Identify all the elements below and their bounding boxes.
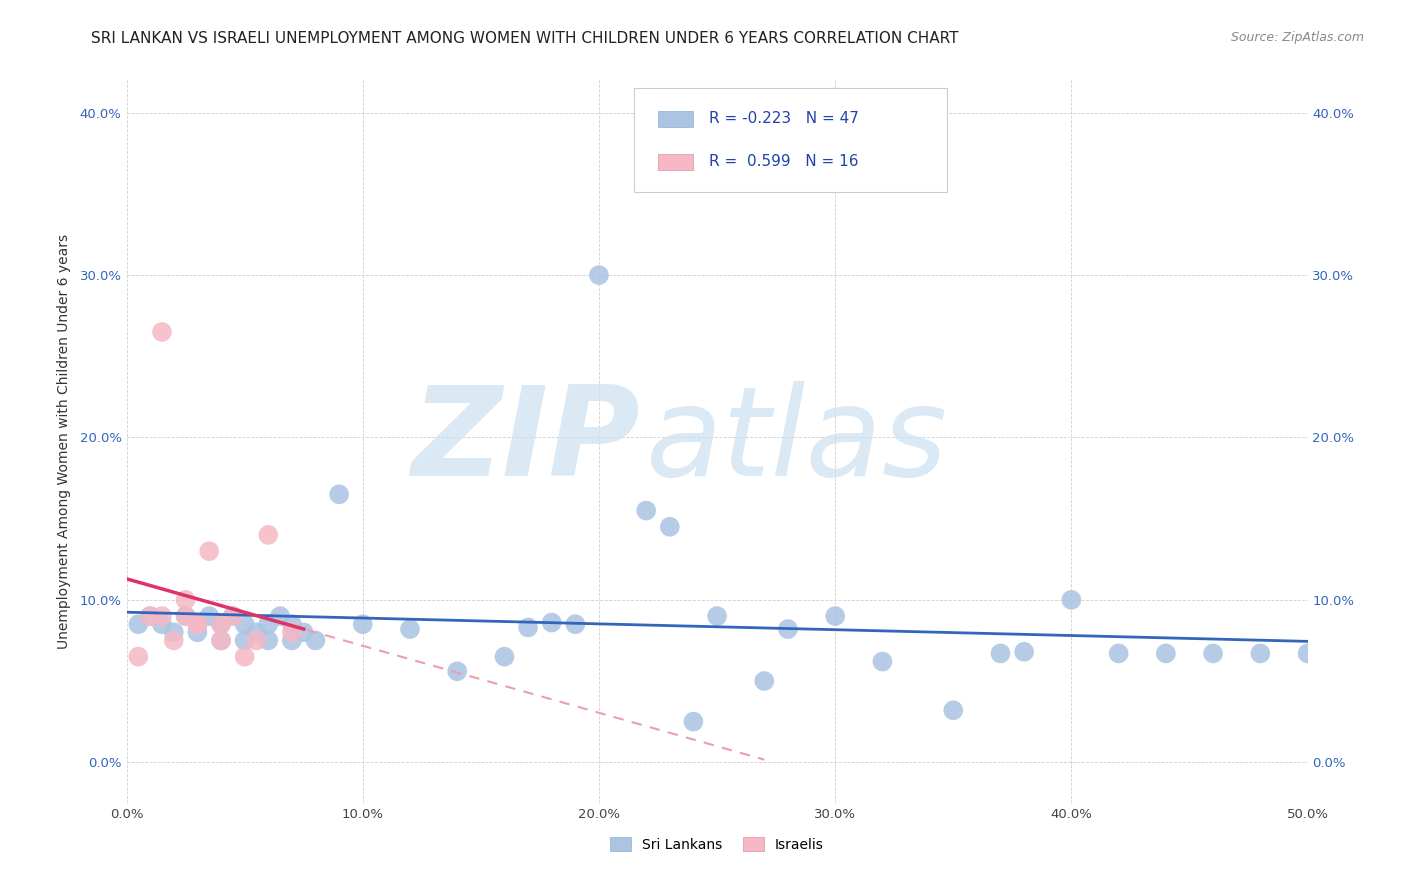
Text: Source: ZipAtlas.com: Source: ZipAtlas.com <box>1230 31 1364 45</box>
Text: R = -0.223   N = 47: R = -0.223 N = 47 <box>709 112 859 126</box>
Text: SRI LANKAN VS ISRAELI UNEMPLOYMENT AMONG WOMEN WITH CHILDREN UNDER 6 YEARS CORRE: SRI LANKAN VS ISRAELI UNEMPLOYMENT AMONG… <box>91 31 959 46</box>
Point <box>257 633 280 648</box>
Point <box>658 520 681 534</box>
Point <box>209 617 232 632</box>
Point <box>776 622 799 636</box>
Point <box>754 673 776 688</box>
Point <box>588 268 610 282</box>
Point <box>257 528 280 542</box>
Point <box>127 617 149 632</box>
Point <box>269 609 291 624</box>
Point <box>209 633 232 648</box>
Point <box>163 625 186 640</box>
Point <box>222 609 245 624</box>
Bar <box>658 154 693 169</box>
Point <box>564 617 586 632</box>
Point <box>824 609 846 624</box>
Point <box>872 655 894 669</box>
Y-axis label: Unemployment Among Women with Children Under 6 years: Unemployment Among Women with Children U… <box>58 234 72 649</box>
Point <box>399 622 422 636</box>
Point <box>233 649 256 664</box>
Point <box>233 617 256 632</box>
Point <box>517 620 540 634</box>
Point <box>682 714 704 729</box>
Point <box>150 325 173 339</box>
Point <box>127 649 149 664</box>
Bar <box>658 111 693 127</box>
Point <box>233 633 256 648</box>
Point <box>186 617 208 632</box>
Point <box>1249 647 1271 661</box>
Point <box>292 625 315 640</box>
Point <box>209 633 232 648</box>
Point <box>540 615 562 630</box>
Point <box>198 544 221 558</box>
Point <box>186 617 208 632</box>
Point <box>942 703 965 717</box>
Point <box>494 649 516 664</box>
Point <box>1012 645 1035 659</box>
Point <box>1154 647 1177 661</box>
Point <box>139 609 162 624</box>
Point <box>163 633 186 648</box>
Point <box>706 609 728 624</box>
Point <box>150 609 173 624</box>
Point <box>990 647 1012 661</box>
Text: R =  0.599   N = 16: R = 0.599 N = 16 <box>709 154 858 169</box>
Point <box>1060 592 1083 607</box>
Point <box>222 609 245 624</box>
Point <box>174 609 197 624</box>
Point <box>636 503 658 517</box>
Point <box>281 617 304 632</box>
Point <box>328 487 350 501</box>
Point <box>186 625 208 640</box>
Point <box>245 625 267 640</box>
Point <box>281 633 304 648</box>
Point <box>209 617 232 632</box>
Point <box>281 625 304 640</box>
Text: atlas: atlas <box>647 381 948 502</box>
Text: ZIP: ZIP <box>412 381 640 502</box>
Point <box>174 609 197 624</box>
Point <box>304 633 326 648</box>
Legend: Sri Lankans, Israelis: Sri Lankans, Israelis <box>605 831 830 857</box>
Point <box>446 665 468 679</box>
Point <box>1202 647 1225 661</box>
Point <box>1296 647 1319 661</box>
Point <box>186 617 208 632</box>
Point <box>1108 647 1130 661</box>
Point <box>150 617 173 632</box>
Point <box>174 592 197 607</box>
Point <box>257 617 280 632</box>
Point <box>139 609 162 624</box>
FancyBboxPatch shape <box>634 87 948 193</box>
Point <box>198 609 221 624</box>
Point <box>245 633 267 648</box>
Point <box>352 617 374 632</box>
